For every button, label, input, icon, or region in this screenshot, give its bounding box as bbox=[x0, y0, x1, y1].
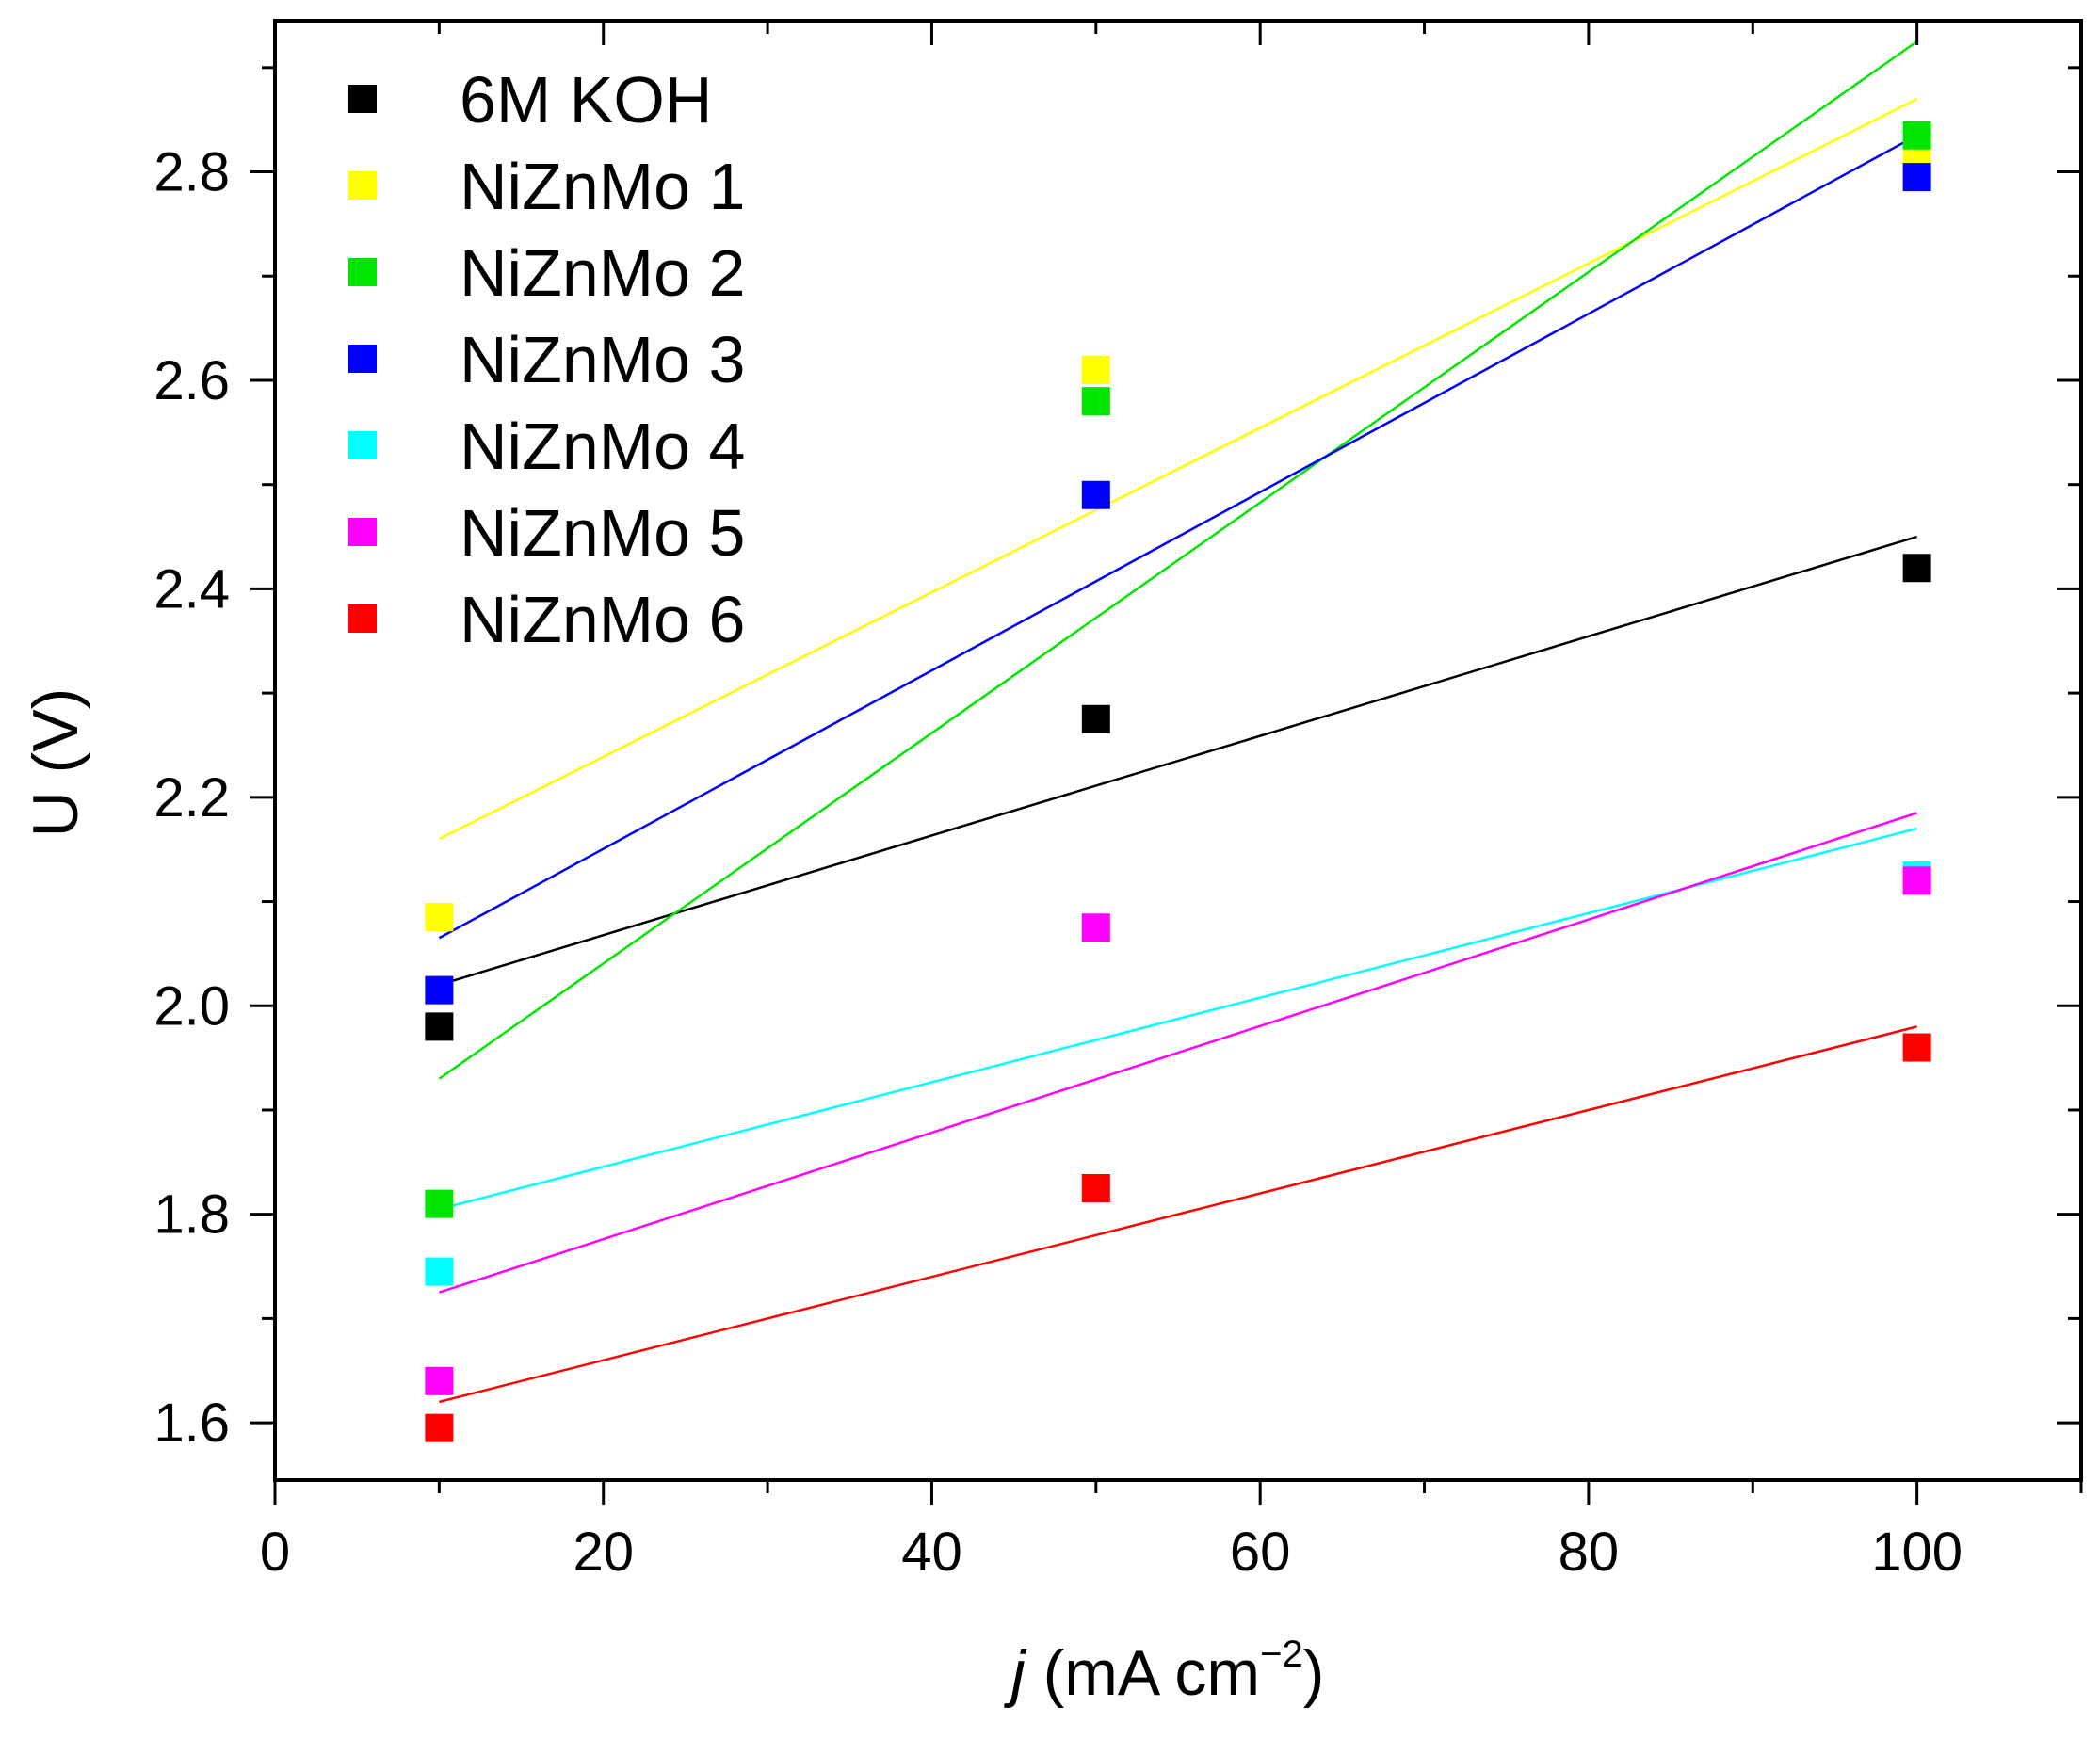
axis-ticks bbox=[250, 21, 2083, 1505]
data-point-series4-1 bbox=[425, 975, 454, 1005]
data-point-series1-2 bbox=[1081, 704, 1110, 733]
data-point-series3-3 bbox=[1902, 121, 1931, 150]
data-point-series3-2 bbox=[1081, 387, 1110, 416]
legend-marker-2 bbox=[348, 171, 377, 200]
data-point-series6-2 bbox=[1081, 913, 1110, 942]
data-point-series1-1 bbox=[425, 1012, 454, 1041]
y-tick-label: 2.4 bbox=[153, 558, 230, 620]
y-tick-label: 2.6 bbox=[153, 350, 230, 411]
x-axis-title: j (mA cm−2) bbox=[1004, 1634, 1325, 1709]
data-point-series4-3 bbox=[1902, 163, 1931, 192]
y-tick-label: 2.2 bbox=[153, 767, 230, 829]
legend-marker-4 bbox=[348, 345, 377, 373]
data-point-series2-1 bbox=[425, 903, 454, 932]
x-tick-label: 60 bbox=[1230, 1522, 1291, 1583]
y-axis-title: U (V) bbox=[20, 688, 91, 838]
data-point-series7-2 bbox=[1081, 1174, 1110, 1202]
legend-marker-1 bbox=[348, 85, 377, 113]
legend-marker-3 bbox=[348, 258, 377, 286]
data-point-series1-3 bbox=[1902, 554, 1931, 583]
data-point-series3-1 bbox=[425, 1189, 454, 1218]
y-tick-labels: 1.6 1.8 2.0 2.2 2.4 2.6 2.8 bbox=[153, 142, 230, 1455]
plot-frame bbox=[273, 19, 2083, 1482]
x-axis-title-close: ) bbox=[1303, 1637, 1325, 1709]
x-tick-labels: 0 20 40 60 80 100 bbox=[260, 1522, 1963, 1583]
fit-line-1 bbox=[439, 535, 1917, 987]
data-point-series6-3 bbox=[1902, 866, 1931, 895]
legend-marker-6 bbox=[348, 518, 377, 546]
legend: 6M KOH NiZnMo 1 NiZnMo 2 NiZnMo 3 NiZnMo 4 Ni… bbox=[348, 63, 745, 656]
x-tick-label: 40 bbox=[901, 1522, 962, 1583]
legend-marker-7 bbox=[348, 604, 377, 633]
x-tick-label: 20 bbox=[573, 1522, 634, 1583]
data-point-series2-2 bbox=[1081, 355, 1110, 384]
legend-label-3: NiZnMo 2 bbox=[460, 236, 745, 310]
data-point-series7-3 bbox=[1902, 1033, 1931, 1062]
x-tick-label: 80 bbox=[1559, 1522, 1620, 1583]
data-markers bbox=[425, 121, 1931, 1442]
fit-line-2 bbox=[438, 97, 1918, 841]
legend-label-1: 6M KOH bbox=[460, 63, 712, 137]
y-tick-label: 1.8 bbox=[153, 1184, 230, 1246]
y-tick-label: 1.6 bbox=[153, 1393, 230, 1454]
legend-marker-5 bbox=[348, 431, 377, 459]
data-point-series5-1 bbox=[425, 1257, 454, 1286]
fit-line-7 bbox=[439, 1025, 1917, 1404]
y-tick-label: 2.0 bbox=[153, 975, 230, 1037]
legend-label-6: NiZnMo 5 bbox=[460, 496, 745, 570]
legend-label-4: NiZnMo 3 bbox=[460, 323, 745, 396]
data-point-series6-1 bbox=[425, 1366, 454, 1395]
legend-label-2: NiZnMo 1 bbox=[460, 150, 745, 223]
fit-line-6 bbox=[438, 812, 1918, 1294]
fit-lines bbox=[438, 40, 1918, 1404]
data-point-series4-2 bbox=[1081, 480, 1110, 509]
x-tick-label: 0 bbox=[260, 1522, 290, 1583]
fit-line-3 bbox=[438, 40, 1918, 1080]
data-point-series7-1 bbox=[425, 1413, 454, 1442]
x-axis-title-unit: (mA cm bbox=[1026, 1637, 1260, 1709]
fit-line-4 bbox=[438, 134, 1918, 940]
legend-label-7: NiZnMo 6 bbox=[460, 583, 745, 656]
y-tick-label: 2.8 bbox=[153, 142, 230, 203]
x-axis-title-exponent: −2 bbox=[1260, 1634, 1303, 1675]
legend-label-5: NiZnMo 4 bbox=[460, 410, 745, 483]
x-tick-label: 100 bbox=[1871, 1522, 1963, 1583]
